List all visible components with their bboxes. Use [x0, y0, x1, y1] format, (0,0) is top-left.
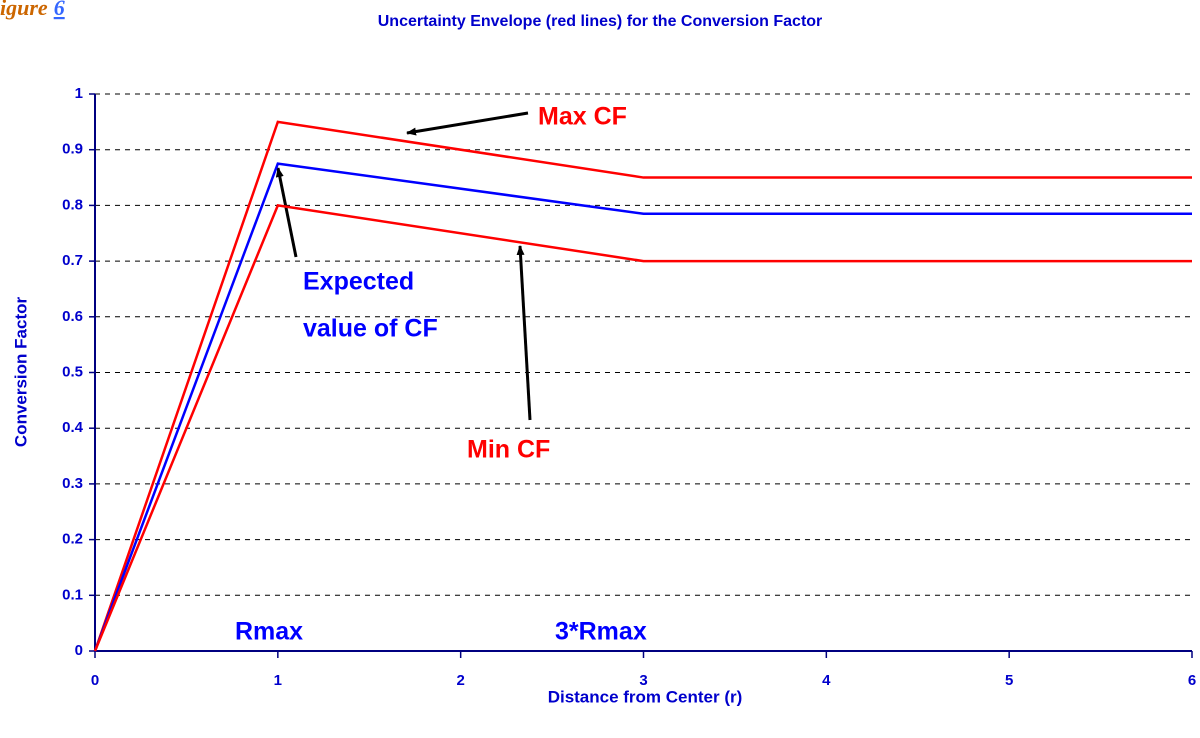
chart-title: Uncertainty Envelope (red lines) for the… [378, 13, 823, 30]
annotation: Expected [303, 268, 414, 296]
series-line [93, 120, 1192, 652]
x-tick-label: 4 [822, 672, 831, 689]
y-tick-label: 0.9 [62, 141, 83, 158]
y-tick-label: 0.5 [62, 363, 83, 380]
annotation: 3*Rmax [555, 618, 647, 646]
x-axis-label: Distance from Center (r) [548, 687, 743, 706]
x-tick-label: 1 [274, 672, 282, 689]
annotation: Rmax [235, 618, 303, 646]
y-tick-label: 0.6 [62, 308, 83, 325]
figure-label-text: igure [0, 0, 48, 20]
arrow [516, 245, 532, 421]
series-line [93, 204, 1192, 652]
y-tick-label: 0.8 [62, 196, 83, 213]
x-tick-label: 2 [456, 672, 464, 689]
x-tick-label: 0 [91, 672, 99, 689]
x-tick-label: 6 [1188, 672, 1196, 689]
x-tick-label: 3 [639, 672, 647, 689]
arrow [406, 111, 529, 136]
arrows [275, 111, 532, 421]
y-tick-label: 0.4 [62, 419, 84, 436]
figure-number: 6 [54, 0, 65, 20]
y-axis-label: Conversion Factor [11, 297, 30, 448]
annotation: Min CF [467, 436, 550, 464]
series-line [93, 162, 1192, 652]
y-tick-label: 0.3 [62, 475, 83, 492]
figure-label: igure 6 [0, 0, 65, 20]
y-tick-label: 0.7 [62, 252, 83, 269]
x-tick-label: 5 [1005, 672, 1013, 689]
y-tick-label: 0.1 [62, 586, 83, 603]
y-tick-label: 1 [75, 85, 83, 102]
y-tick-label: 0.2 [62, 531, 83, 548]
arrow [275, 167, 298, 258]
annotation: Max CF [538, 103, 627, 131]
y-tick-label: 0 [75, 642, 83, 659]
annotation: value of CF [303, 315, 438, 343]
